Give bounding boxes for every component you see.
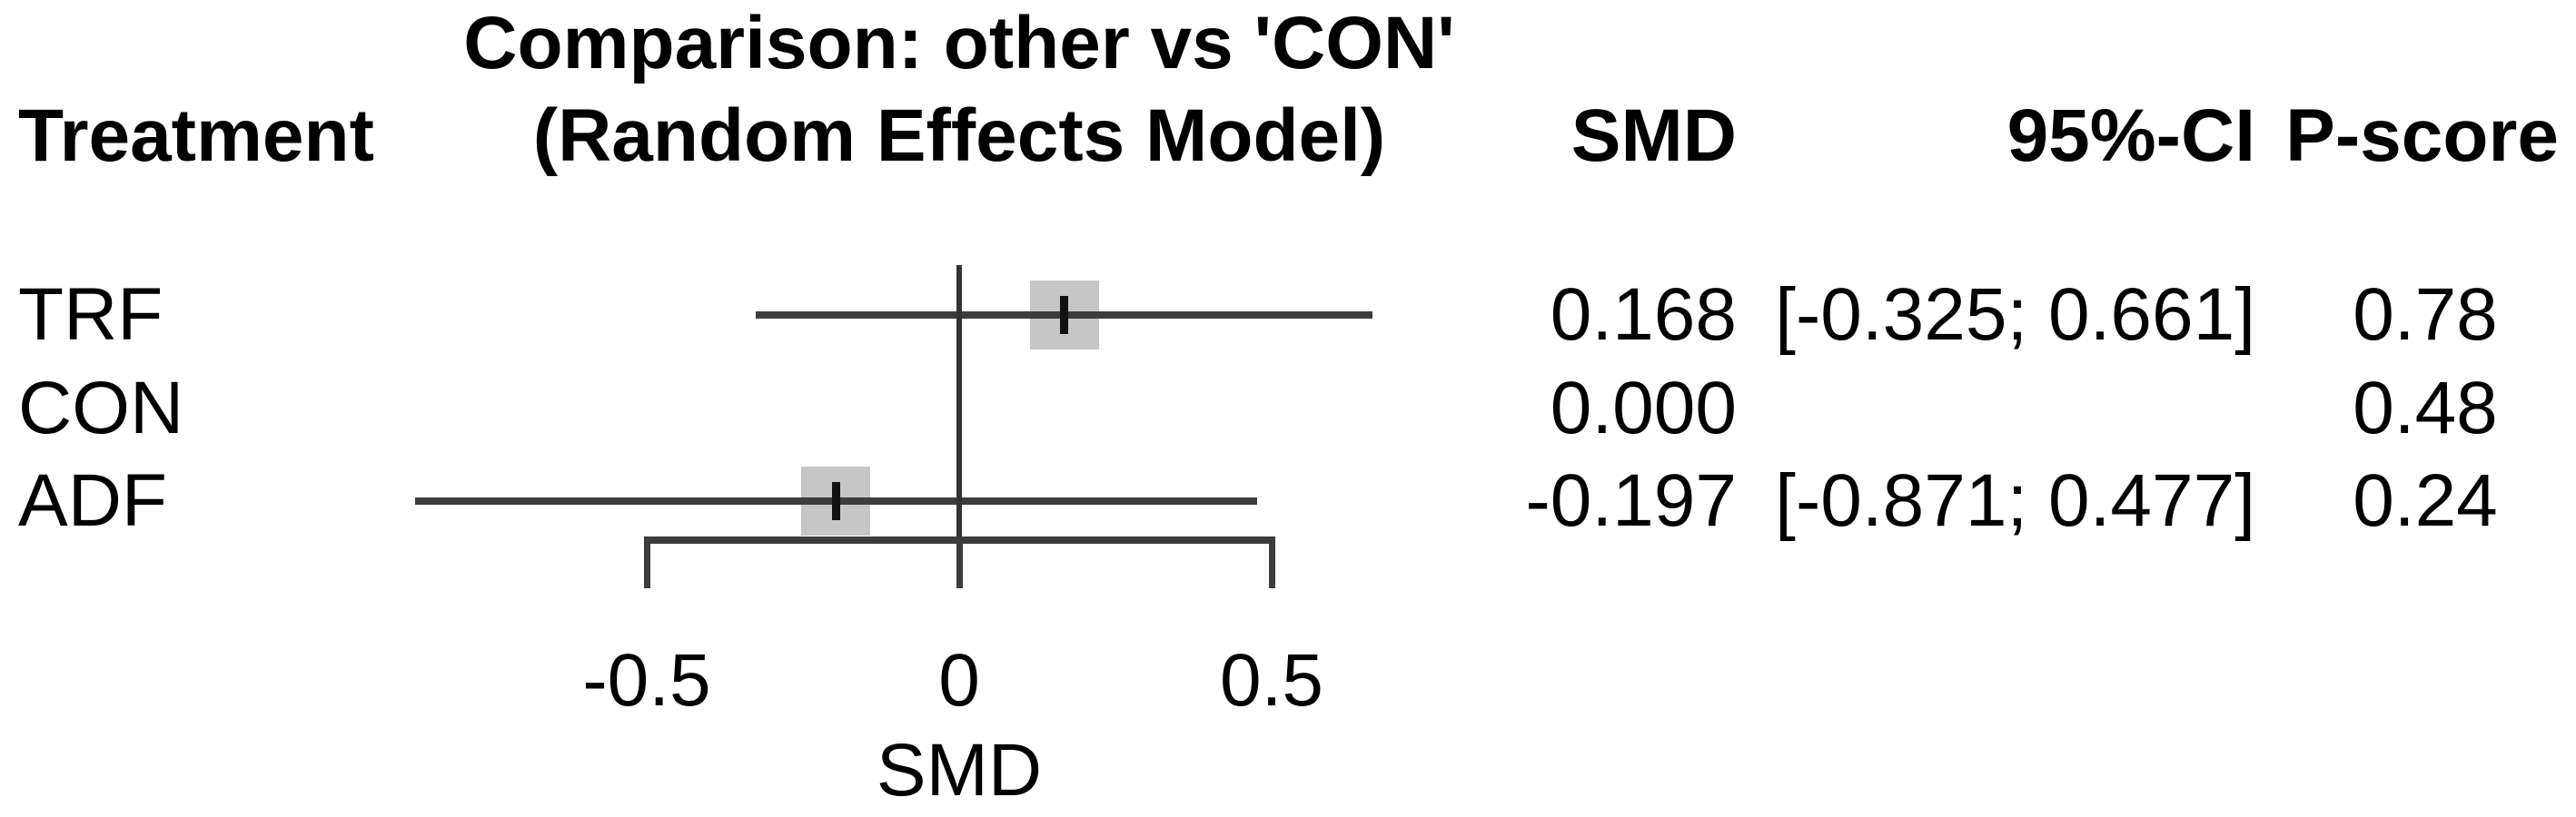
row-treatment-label: ADF <box>18 459 167 542</box>
row-smd-value: 0.000 <box>1550 367 1737 449</box>
reference-zero-line <box>956 265 962 588</box>
x-axis-title: SMD <box>876 729 1043 812</box>
x-axis-tick <box>643 536 650 588</box>
row-smd-value: 0.168 <box>1550 273 1737 356</box>
plot-title-line2: (Random Effects Model) <box>532 94 1386 177</box>
column-header-ci: 95%-CI <box>2006 94 2255 177</box>
x-axis-tick <box>956 536 963 588</box>
row-treatment-label: CON <box>18 367 184 449</box>
forest-point-tick-TRF <box>1060 296 1069 334</box>
x-tick-label: 0 <box>938 639 980 722</box>
x-axis-tick <box>1268 536 1275 588</box>
forest-point-tick-ADF <box>831 482 840 520</box>
plot-title-line1: Comparison: other vs 'CON' <box>463 2 1455 84</box>
row-pscore-value: 0.78 <box>2353 273 2498 356</box>
row-pscore-value: 0.24 <box>2353 459 2498 542</box>
column-header-smd: SMD <box>1570 94 1737 177</box>
row-pscore-value: 0.48 <box>2353 367 2498 449</box>
x-tick-label: 0.5 <box>1220 639 1323 722</box>
column-header-treatment: Treatment <box>18 94 374 177</box>
row-ci-value: [-0.325; 0.661] <box>1775 273 2255 356</box>
column-header-pscore: P-score <box>2285 94 2559 177</box>
row-smd-value: -0.197 <box>1525 459 1737 542</box>
x-tick-label: -0.5 <box>582 639 711 722</box>
row-ci-value: [-0.871; 0.477] <box>1775 459 2255 542</box>
row-treatment-label: TRF <box>18 273 163 356</box>
